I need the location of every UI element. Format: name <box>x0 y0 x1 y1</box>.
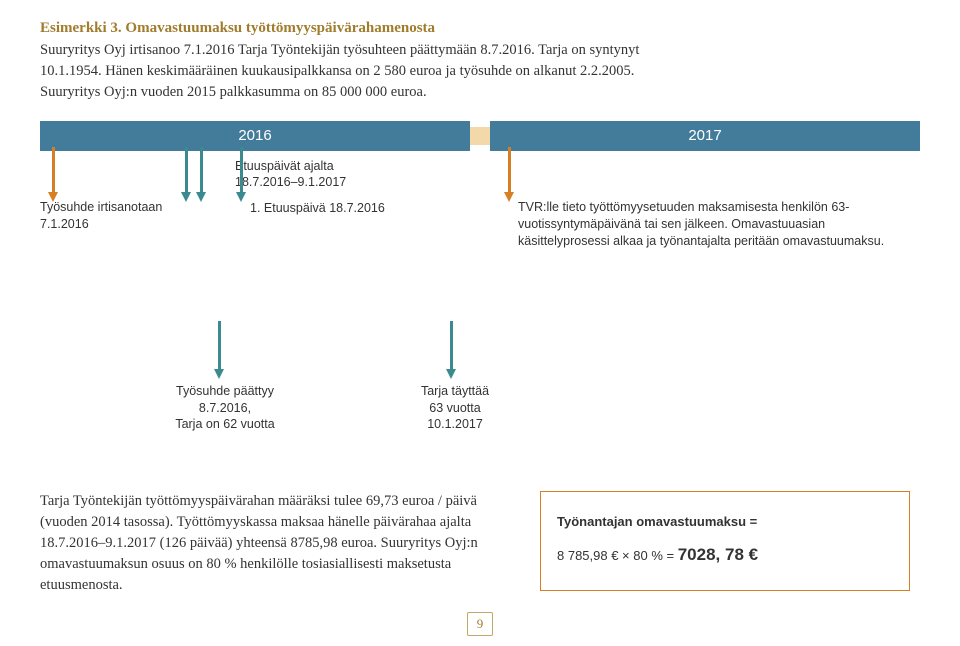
label-employment-ends: Työsuhde päättyy 8.7.2016, Tarja on 62 v… <box>160 383 290 432</box>
arrow-turns-63 <box>450 321 453 379</box>
annotation-termination-line1: Työsuhde irtisanotaan <box>40 200 162 214</box>
calc-result: 7028, 78 € <box>678 545 758 564</box>
timeline-row2: Työsuhde päättyy 8.7.2016, Tarja on 62 v… <box>40 321 920 451</box>
page-number: 9 <box>467 612 493 636</box>
annotation-tvr: TVR:lle tieto työttömyysetuuden maksamis… <box>518 199 918 250</box>
label-turns-63-l3: 10.1.2017 <box>427 417 483 431</box>
calc-line: 8 785,98 € × 80 % = 7028, 78 € <box>557 540 893 571</box>
annotation-termination-line2: 7.1.2016 <box>40 217 89 231</box>
arrow-first-benefit-day <box>240 147 243 202</box>
label-employment-ends-l3: Tarja on 62 vuotta <box>175 417 274 431</box>
benefit-label-line2: 18.7.2016–9.1.2017 <box>235 175 346 189</box>
arrow-tvr-info <box>508 147 511 202</box>
year-bar-2016: 2016 <box>40 121 470 151</box>
arrow-termination-notice <box>52 147 55 202</box>
benefit-period-label: Etuuspäivät ajalta 18.7.2016–9.1.2017 <box>235 159 370 190</box>
label-turns-63-l1: Tarja täyttää <box>421 384 489 398</box>
label-employment-ends-l2: 8.7.2016, <box>199 401 251 415</box>
intro-paragraph: Suuryritys Oyj irtisanoo 7.1.2016 Tarja … <box>40 40 640 103</box>
calc-title: Työnantajan omavastuumaksu = <box>557 510 893 533</box>
bottom-paragraph: Tarja Työntekijän työttömyyspäivärahan m… <box>40 491 500 596</box>
arrow-etuus-2 <box>200 147 203 202</box>
label-turns-63: Tarja täyttää 63 vuotta 10.1.2017 <box>410 383 500 432</box>
timeline: 2016 2017 Etuuspäivät ajalta 18.7.2016–9… <box>40 121 920 321</box>
label-employment-ends-l1: Työsuhde päättyy <box>176 384 274 398</box>
year-bar-2017: 2017 <box>490 121 920 151</box>
example-heading: Esimerkki 3. Omavastuumaksu työttömyyspä… <box>40 18 920 38</box>
bottom-section: Tarja Työntekijän työttömyyspäivärahan m… <box>40 491 920 596</box>
annotation-first-benefit-day: 1. Etuuspäivä 18.7.2016 <box>250 201 385 215</box>
arrow-employment-ends <box>218 321 221 379</box>
arrow-etuus-1 <box>185 147 188 202</box>
calc-formula-prefix: 8 785,98 € × 80 % = <box>557 548 678 563</box>
benefit-label-line1: Etuuspäivät ajalta <box>235 159 334 173</box>
annotation-termination: Työsuhde irtisanotaan 7.1.2016 <box>40 199 215 232</box>
label-turns-63-l2: 63 vuotta <box>429 401 480 415</box>
calculation-box: Työnantajan omavastuumaksu = 8 785,98 € … <box>540 491 910 591</box>
